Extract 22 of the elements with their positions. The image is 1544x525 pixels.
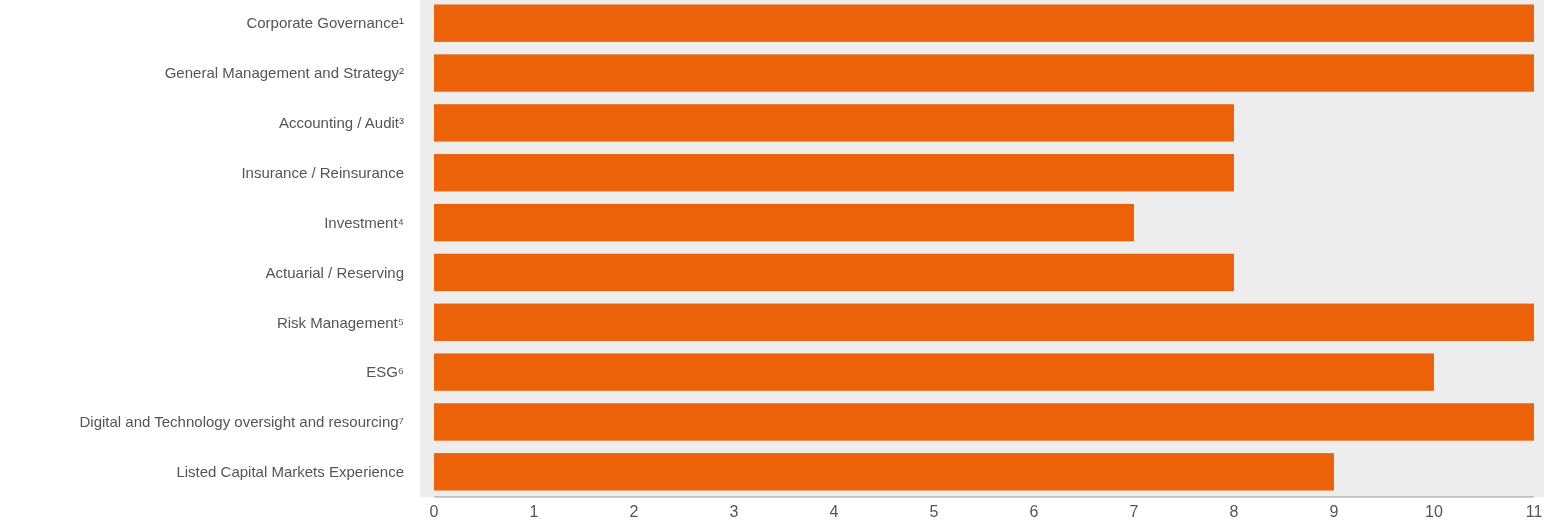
y-tick-label: Digital and Technology oversight and resourcing⁷ xyxy=(79,413,404,431)
x-tick-label: 3 xyxy=(729,503,739,520)
x-tick-label: 9 xyxy=(1329,503,1339,520)
y-tick-label: Accounting / Audit³ xyxy=(278,114,404,132)
y-tick-label: General Management and Strategy² xyxy=(164,64,404,82)
y-tick-label: Risk Management⁵ xyxy=(276,313,404,331)
x-tick-label: 2 xyxy=(629,503,639,520)
x-tick-label: 8 xyxy=(1229,503,1239,520)
x-tick-label: 6 xyxy=(1029,503,1039,520)
y-tick-label: Listed Capital Markets Experience xyxy=(176,463,404,481)
x-tick-label: 7 xyxy=(1129,503,1139,520)
y-tick-label: Corporate Governance¹ xyxy=(246,14,404,32)
x-tick-label: 10 xyxy=(1425,503,1443,520)
y-tick-label: Investment⁴ xyxy=(324,213,404,231)
x-tick-label: 4 xyxy=(829,503,839,520)
y-tick-label: Actuarial / Reserving xyxy=(265,263,404,281)
x-tick-label: 5 xyxy=(929,503,939,520)
x-tick-label: 11 xyxy=(1525,503,1543,520)
y-tick-label: Insurance / Reinsurance xyxy=(241,163,404,181)
x-tick-label: 0 xyxy=(429,503,439,520)
x-tick-label: 1 xyxy=(529,503,539,520)
y-tick-label: ESG⁶ xyxy=(366,363,404,381)
